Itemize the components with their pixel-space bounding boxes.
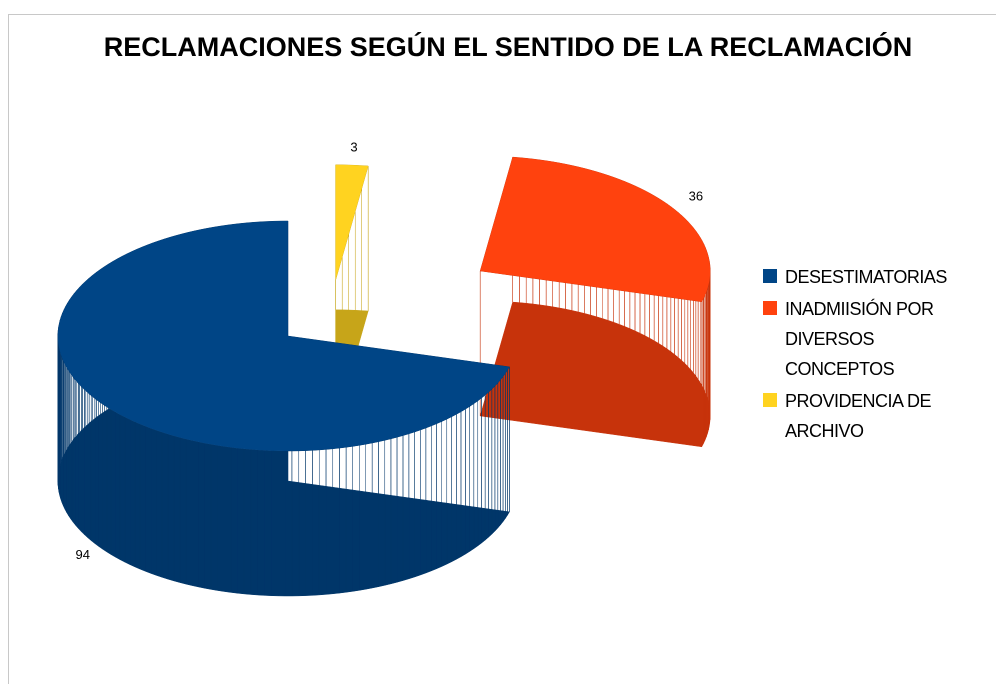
legend-swatch [763,301,777,315]
legend-swatch [763,269,777,283]
legend-label: INADMIISIÓN POR DIVERSOS CONCEPTOS [785,299,934,379]
legend-label: DESESTIMATORIAS [785,267,947,287]
chart-frame [8,14,996,684]
legend-item: INADMIISIÓN POR DIVERSOS CONCEPTOS [763,294,973,384]
data-label: 94 [76,547,90,562]
data-label: 3 [350,139,357,154]
data-label: 36 [689,188,703,203]
legend-item: DESESTIMATORIAS [763,262,973,292]
slice-top [480,157,711,302]
legend-label: PROVIDENCIA DE ARCHIVO [785,391,932,441]
legend-swatch [763,393,777,407]
chart-title: RECLAMACIONES SEGÚN EL SENTIDO DE LA REC… [104,31,913,62]
legend-item: PROVIDENCIA DE ARCHIVO [763,386,973,446]
legend: DESESTIMATORIAS INADMIISIÓN POR DIVERSOS … [763,262,973,448]
slice-top [57,220,510,451]
slice-top [335,164,369,280]
